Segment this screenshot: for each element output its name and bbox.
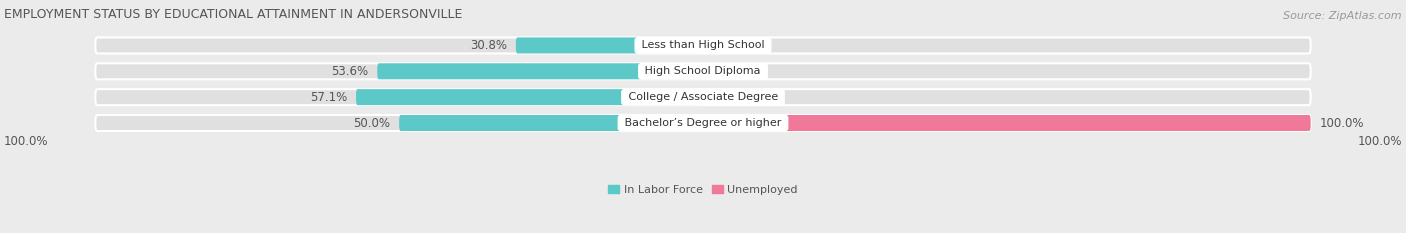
FancyBboxPatch shape — [96, 89, 1310, 105]
Text: 0.0%: 0.0% — [711, 39, 742, 52]
Text: EMPLOYMENT STATUS BY EDUCATIONAL ATTAINMENT IN ANDERSONVILLE: EMPLOYMENT STATUS BY EDUCATIONAL ATTAINM… — [4, 8, 463, 21]
Text: Less than High School: Less than High School — [638, 41, 768, 51]
Text: 0.0%: 0.0% — [711, 91, 742, 104]
FancyBboxPatch shape — [399, 115, 703, 131]
Text: 100.0%: 100.0% — [1357, 135, 1402, 148]
Text: 53.6%: 53.6% — [330, 65, 368, 78]
Legend: In Labor Force, Unemployed: In Labor Force, Unemployed — [609, 185, 797, 195]
FancyBboxPatch shape — [96, 115, 1310, 131]
FancyBboxPatch shape — [377, 63, 703, 79]
Text: 100.0%: 100.0% — [1320, 116, 1364, 130]
Text: 0.0%: 0.0% — [711, 65, 742, 78]
Text: High School Diploma: High School Diploma — [641, 66, 765, 76]
Text: College / Associate Degree: College / Associate Degree — [624, 92, 782, 102]
FancyBboxPatch shape — [96, 63, 1310, 79]
Text: 100.0%: 100.0% — [4, 135, 49, 148]
FancyBboxPatch shape — [356, 89, 703, 105]
Text: Bachelor’s Degree or higher: Bachelor’s Degree or higher — [621, 118, 785, 128]
Text: 50.0%: 50.0% — [353, 116, 389, 130]
FancyBboxPatch shape — [703, 115, 1310, 131]
Text: 30.8%: 30.8% — [470, 39, 506, 52]
Text: Source: ZipAtlas.com: Source: ZipAtlas.com — [1284, 11, 1402, 21]
Text: 57.1%: 57.1% — [309, 91, 347, 104]
FancyBboxPatch shape — [516, 38, 703, 53]
FancyBboxPatch shape — [96, 38, 1310, 53]
